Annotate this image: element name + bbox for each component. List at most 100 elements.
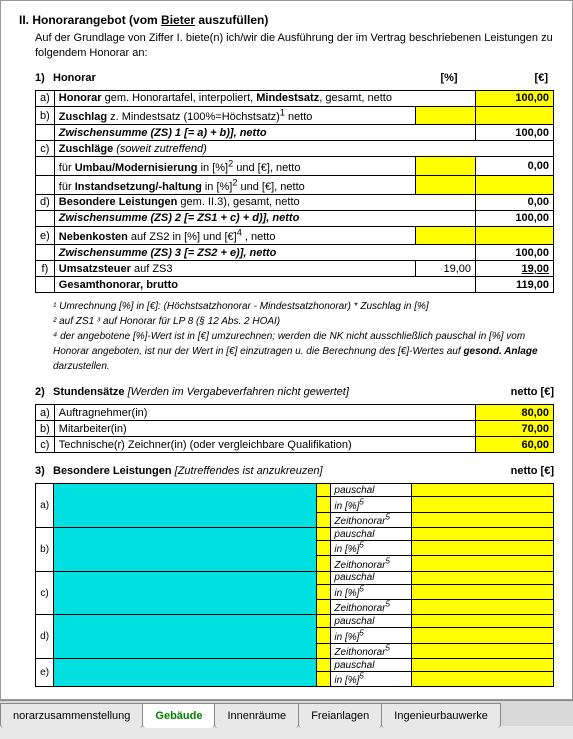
- s3-title: Besondere Leistungen: [53, 465, 172, 477]
- cell-d-desc: Besondere Leistungen gem. II.3), gesamt,…: [59, 196, 300, 208]
- bl-a-desc[interactable]: [54, 484, 317, 528]
- cell-b-eur[interactable]: [476, 106, 554, 125]
- bl-b-chk3[interactable]: [317, 556, 331, 571]
- footnote-2: ² auf ZS1 ³ auf Honorar für LP 8 (§ 12 A…: [53, 314, 554, 329]
- stunden-row-a: a) Auftragnehmer(in) 80,00: [36, 405, 554, 421]
- bl-b-val3[interactable]: [412, 556, 554, 571]
- cell-e-eur[interactable]: [476, 226, 554, 245]
- s2-a-desc: Auftragnehmer(in): [54, 405, 475, 421]
- stunden-row-c: c) Technische(r) Zeichner(in) (oder verg…: [36, 437, 554, 453]
- cell-c-desc: Zuschläge (soweit zutreffend): [59, 143, 207, 155]
- bl-b-chk2[interactable]: [317, 541, 331, 556]
- bl-b-val1[interactable]: [412, 528, 554, 541]
- bl-d-chk3[interactable]: [317, 643, 331, 658]
- bl-e-desc[interactable]: [54, 659, 317, 687]
- s2-title: Stundensätze: [53, 386, 125, 398]
- s2-b-eur[interactable]: 70,00: [476, 421, 554, 437]
- row-c2: für Instandsetzung/-haltung in [%]2 und …: [36, 176, 554, 195]
- stunden-heading: 2) Stundensätze [Werden im Vergabeverfah…: [35, 386, 554, 398]
- bl-d-val1[interactable]: [412, 615, 554, 628]
- row-total: Gesamthonorar, brutto 119,00: [36, 277, 554, 293]
- cell-b-desc: Zuschlag z. Mindestsatz (100%=Höchstsatz…: [59, 111, 313, 123]
- cell-c-lbl: c): [36, 141, 55, 157]
- sheet-tabs: norarzusammenstellung Gebäude Innenräume…: [0, 700, 573, 726]
- intro-text: Auf der Grundlage von Ziffer I. biete(n)…: [35, 31, 554, 62]
- bl-a-val2[interactable]: [412, 497, 554, 512]
- cell-zs2-desc: Zwischensumme (ZS) 2 [= ZS1 + c) + d)], …: [54, 210, 475, 226]
- cell-b-pct[interactable]: [416, 106, 476, 125]
- bl-d-lbl: d): [36, 615, 54, 659]
- section-title: II. Honorarangebot (vom Bieter auszufüll…: [19, 13, 554, 27]
- cell-c1-eur: 0,00: [476, 157, 554, 176]
- tab-gebaeude[interactable]: Gebäude: [142, 703, 215, 728]
- bl-table: a) pauschal in [%]5 Zeithonorar5 b) paus…: [35, 483, 554, 687]
- bl-a-lbl: a): [36, 484, 54, 528]
- tab-freianlagen[interactable]: Freianlagen: [298, 703, 382, 728]
- cell-g-desc: Gesamthonorar, brutto: [54, 277, 475, 293]
- bl-b-desc[interactable]: [54, 528, 317, 572]
- s2-b-desc: Mitarbeiter(in): [54, 421, 475, 437]
- bl-d-desc[interactable]: [54, 615, 317, 659]
- bl-c-chk1[interactable]: [317, 571, 331, 584]
- honorar-heading: 1) Honorar [%] [€]: [35, 72, 554, 84]
- s3-num: 3): [35, 465, 53, 477]
- s2-c-desc: Technische(r) Zeichner(in) (oder verglei…: [54, 437, 475, 453]
- s2-right: netto [€]: [474, 386, 554, 398]
- cell-c1-pct[interactable]: [416, 157, 476, 176]
- cell-c2-desc: für Instandsetzung/-haltung in [%]2 und …: [59, 181, 305, 193]
- bl-b-val2[interactable]: [412, 541, 554, 556]
- bl-d-chk2[interactable]: [317, 628, 331, 643]
- bl-d-val2[interactable]: [412, 628, 554, 643]
- s2-a-lbl: a): [36, 405, 55, 421]
- bl-c-desc[interactable]: [54, 571, 317, 615]
- cell-zs3-eur: 100,00: [476, 245, 554, 261]
- section-number: II.: [19, 13, 29, 27]
- bl-c-val3[interactable]: [412, 600, 554, 615]
- title-pre: Honorarangebot (vom: [32, 13, 161, 27]
- cell-e-pct[interactable]: [416, 226, 476, 245]
- bl-d-chk1[interactable]: [317, 615, 331, 628]
- honorar-table: a) Honorar gem. Honorartafel, interpolie…: [35, 90, 554, 294]
- tab-innenraeume[interactable]: Innenräume: [214, 703, 299, 728]
- tab-ingenieurbauwerke[interactable]: Ingenieurbauwerke: [381, 703, 501, 728]
- bl-opt-pauschal: pauschal: [331, 484, 412, 497]
- bl-c-chk3[interactable]: [317, 600, 331, 615]
- bl-c-val2[interactable]: [412, 584, 554, 599]
- cell-c2-pct[interactable]: [416, 176, 476, 195]
- row-a: a) Honorar gem. Honorartafel, interpolie…: [36, 90, 554, 106]
- bl-c-chk2[interactable]: [317, 584, 331, 599]
- tab-honorarzusammenstellung[interactable]: norarzusammenstellung: [0, 703, 143, 728]
- bl-a-val3[interactable]: [412, 512, 554, 527]
- bl-e-lbl: e): [36, 659, 54, 687]
- cell-c2-eur[interactable]: [476, 176, 554, 195]
- bl-a-chk3[interactable]: [317, 512, 331, 527]
- bl-d-val3[interactable]: [412, 643, 554, 658]
- cell-b-lbl: b): [36, 106, 55, 125]
- bl-b-lbl: b): [36, 528, 54, 572]
- bl-opt-pct: in [%]5: [334, 501, 363, 512]
- bl-a-chk1[interactable]: [317, 484, 331, 497]
- s2-c-eur[interactable]: 60,00: [476, 437, 554, 453]
- stunden-row-b: b) Mitarbeiter(in) 70,00: [36, 421, 554, 437]
- s2-a-eur[interactable]: 80,00: [476, 405, 554, 421]
- cell-f-eur: 19,00: [476, 261, 554, 277]
- bl-e-chk1[interactable]: [317, 659, 331, 672]
- bl-e-val1[interactable]: [412, 659, 554, 672]
- row-c: c) Zuschläge (soweit zutreffend): [36, 141, 554, 157]
- title-post: auszufüllen): [195, 13, 268, 27]
- footnote-3: ⁴ der angebotene [%]-Wert ist in [€] umz…: [53, 329, 554, 374]
- row-b: b) Zuschlag z. Mindestsatz (100%=Höchsts…: [36, 106, 554, 125]
- bl-e-val2[interactable]: [412, 672, 554, 687]
- bl-c-val1[interactable]: [412, 571, 554, 584]
- bl-a-val1[interactable]: [412, 484, 554, 497]
- bl-e-chk2[interactable]: [317, 672, 331, 687]
- bl-b-chk1[interactable]: [317, 528, 331, 541]
- bl-a-chk2[interactable]: [317, 497, 331, 512]
- bl-c-lbl: c): [36, 571, 54, 615]
- cell-zs1-lbl: [36, 125, 55, 141]
- cell-zs3-desc: Zwischensumme (ZS) 3 [= ZS2 + e)], netto: [54, 245, 475, 261]
- row-c1: für Umbau/Modernisierung in [%]2 und [€]…: [36, 157, 554, 176]
- s1-title: Honorar: [53, 72, 414, 84]
- cell-a-eur[interactable]: 100,00: [476, 90, 554, 106]
- cell-e-desc: Nebenkosten auf ZS2 in [%] und [€]4 , ne…: [59, 231, 276, 243]
